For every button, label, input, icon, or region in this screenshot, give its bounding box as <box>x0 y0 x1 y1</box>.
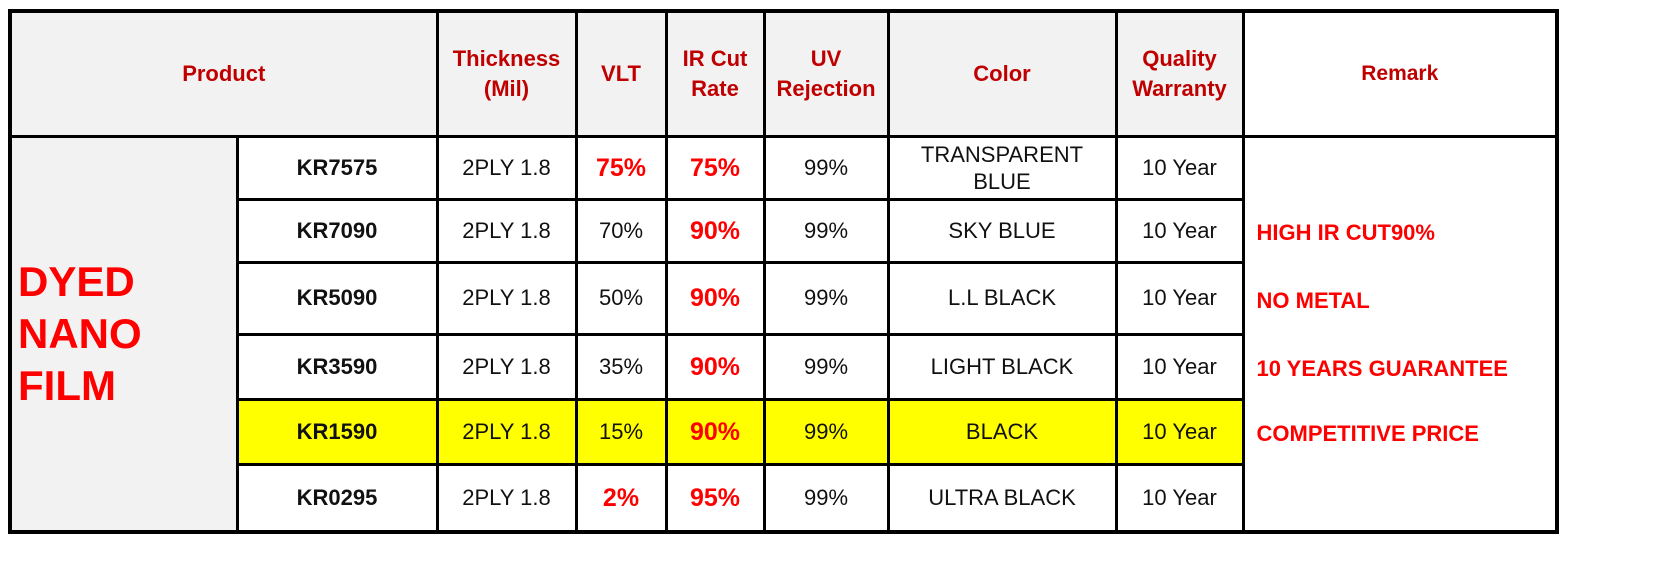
table-row: KR3590 2PLY 1.8 35% 90% 99% LIGHT BLACK … <box>10 332 1557 401</box>
remark-cell: HIGH IR CUT90% NO METAL 10 YEARS GUARANT… <box>1241 134 1559 534</box>
thickness-cell: 2PLY 1.8 <box>435 332 578 401</box>
uv-cell: 99% <box>762 260 890 336</box>
product-code: KR0295 <box>235 462 439 534</box>
header-product: Product <box>8 9 439 138</box>
header-color: Color <box>886 9 1118 138</box>
ir-cell: 95% <box>664 462 766 534</box>
thickness-cell: 2PLY 1.8 <box>435 462 578 534</box>
thickness-cell: 2PLY 1.8 <box>435 197 578 264</box>
color-cell: BLACK <box>886 397 1118 466</box>
ir-cell: 90% <box>664 197 766 264</box>
table-row: KR5090 2PLY 1.8 50% 90% 99% L.L BLACK 10… <box>10 260 1557 336</box>
warranty-cell: 10 Year <box>1114 134 1245 201</box>
thickness-cell: 2PLY 1.8 <box>435 397 578 466</box>
uv-cell: 99% <box>762 134 890 201</box>
uv-cell: 99% <box>762 332 890 401</box>
header-uv: UV Rejection <box>762 9 890 138</box>
remark-line: COMPETITIVE PRICE <box>1256 420 1479 446</box>
ir-cell: 90% <box>664 332 766 401</box>
remark-line: 10 YEARS GUARANTEE <box>1256 355 1508 381</box>
header-row: Product Thickness (Mil) VLT IR Cut Rate UV… <box>8 9 1559 138</box>
header-thickness: Thickness (Mil) <box>435 9 578 138</box>
color-cell: SKY BLUE <box>886 197 1118 264</box>
header-warranty: Quality Warranty <box>1114 9 1245 138</box>
table-row: DYED NANO FILM KR7575 2PLY 1.8 75% 75% 99%… <box>8 134 1559 534</box>
vlt-cell: 70% <box>574 197 668 264</box>
warranty-cell: 10 Year <box>1114 197 1245 264</box>
vlt-cell: 2% <box>574 462 668 534</box>
ir-cell: 90% <box>664 260 766 336</box>
header-vlt: VLT <box>574 9 668 138</box>
vlt-cell: 75% <box>574 134 668 201</box>
warranty-cell: 10 Year <box>1114 397 1245 466</box>
product-code: KR1590 <box>235 397 439 466</box>
category-label: DYED NANO FILM <box>8 134 239 534</box>
ir-cell: 75% <box>664 134 766 201</box>
remark-line: HIGH IR CUT90% <box>1256 219 1435 245</box>
warranty-cell: 10 Year <box>1114 332 1245 401</box>
vlt-cell: 50% <box>574 260 668 336</box>
table-row-highlighted: KR1590 2PLY 1.8 15% 90% 99% BLACK 10 Yea… <box>10 397 1557 466</box>
header-remark: Remark <box>1241 9 1559 138</box>
color-cell: TRANSPARENT BLUE <box>886 134 1118 201</box>
product-code: KR3590 <box>235 332 439 401</box>
color-cell: L.L BLACK <box>886 260 1118 336</box>
table-row: KR0295 2PLY 1.8 2% 95% 99% ULTRA BLACK 1… <box>10 462 1557 534</box>
uv-cell: 99% <box>762 197 890 264</box>
thickness-cell: 2PLY 1.8 <box>435 134 578 201</box>
product-code: KR7575 <box>235 134 439 201</box>
warranty-cell: 10 Year <box>1114 462 1245 534</box>
product-code: KR5090 <box>235 260 439 336</box>
ir-cell: 90% <box>664 397 766 466</box>
thickness-cell: 2PLY 1.8 <box>435 260 578 336</box>
table-row: KR7090 2PLY 1.8 70% 90% 99% SKY BLUE 10 … <box>10 197 1557 264</box>
vlt-cell: 15% <box>574 397 668 466</box>
color-cell: ULTRA BLACK <box>886 462 1118 534</box>
uv-cell: 99% <box>762 397 890 466</box>
vlt-cell: 35% <box>574 332 668 401</box>
remark-line: NO METAL <box>1256 287 1370 313</box>
warranty-cell: 10 Year <box>1114 260 1245 336</box>
header-ir-cut: IR Cut Rate <box>664 9 766 138</box>
product-code: KR7090 <box>235 197 439 264</box>
uv-cell: 99% <box>762 462 890 534</box>
color-cell: LIGHT BLACK <box>886 332 1118 401</box>
product-spec-table: Product Thickness (Mil) VLT IR Cut Rate UV… <box>8 9 1559 534</box>
